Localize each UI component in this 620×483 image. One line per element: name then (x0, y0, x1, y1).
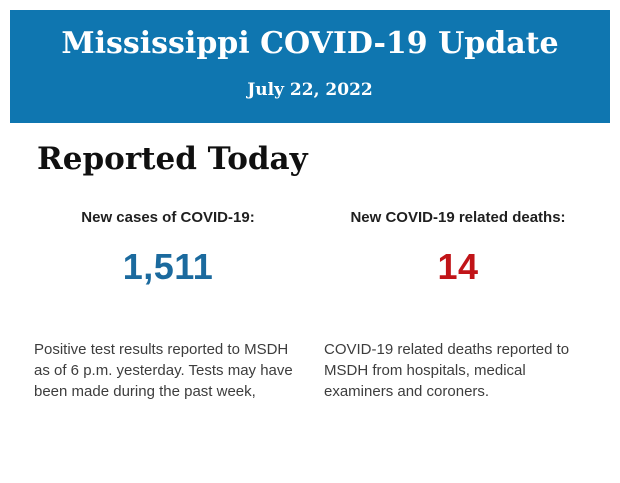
new-cases-label: New cases of COVID-19: (81, 209, 255, 226)
new-cases-description: Positive test results reported to MSDH a… (34, 341, 293, 400)
new-deaths-label: New COVID-19 related deaths: (350, 209, 566, 226)
stat-column-new-deaths: New COVID-19 related deaths: 14 COVID-19… (324, 209, 592, 402)
stat-column-new-cases: New cases of COVID-19: 1,511 Positive te… (34, 209, 302, 402)
newsletter-date: July 22, 2022 (247, 80, 373, 100)
new-cases-value: 1,511 (122, 246, 214, 287)
newsletter-title: Mississippi COVID-19 Update (61, 26, 559, 61)
new-deaths-value: 14 (437, 246, 479, 287)
newsletter: Mississippi COVID-19 Update July 22, 202… (10, 10, 610, 402)
header-band: Mississippi COVID-19 Update July 22, 202… (10, 10, 610, 123)
stats-columns: New cases of COVID-19: 1,511 Positive te… (34, 209, 592, 402)
content-area: Reported Today New cases of COVID-19: 1,… (10, 139, 610, 402)
section-title: Reported Today (37, 141, 308, 177)
new-deaths-description: COVID-19 related deaths reported to MSDH… (324, 341, 570, 400)
